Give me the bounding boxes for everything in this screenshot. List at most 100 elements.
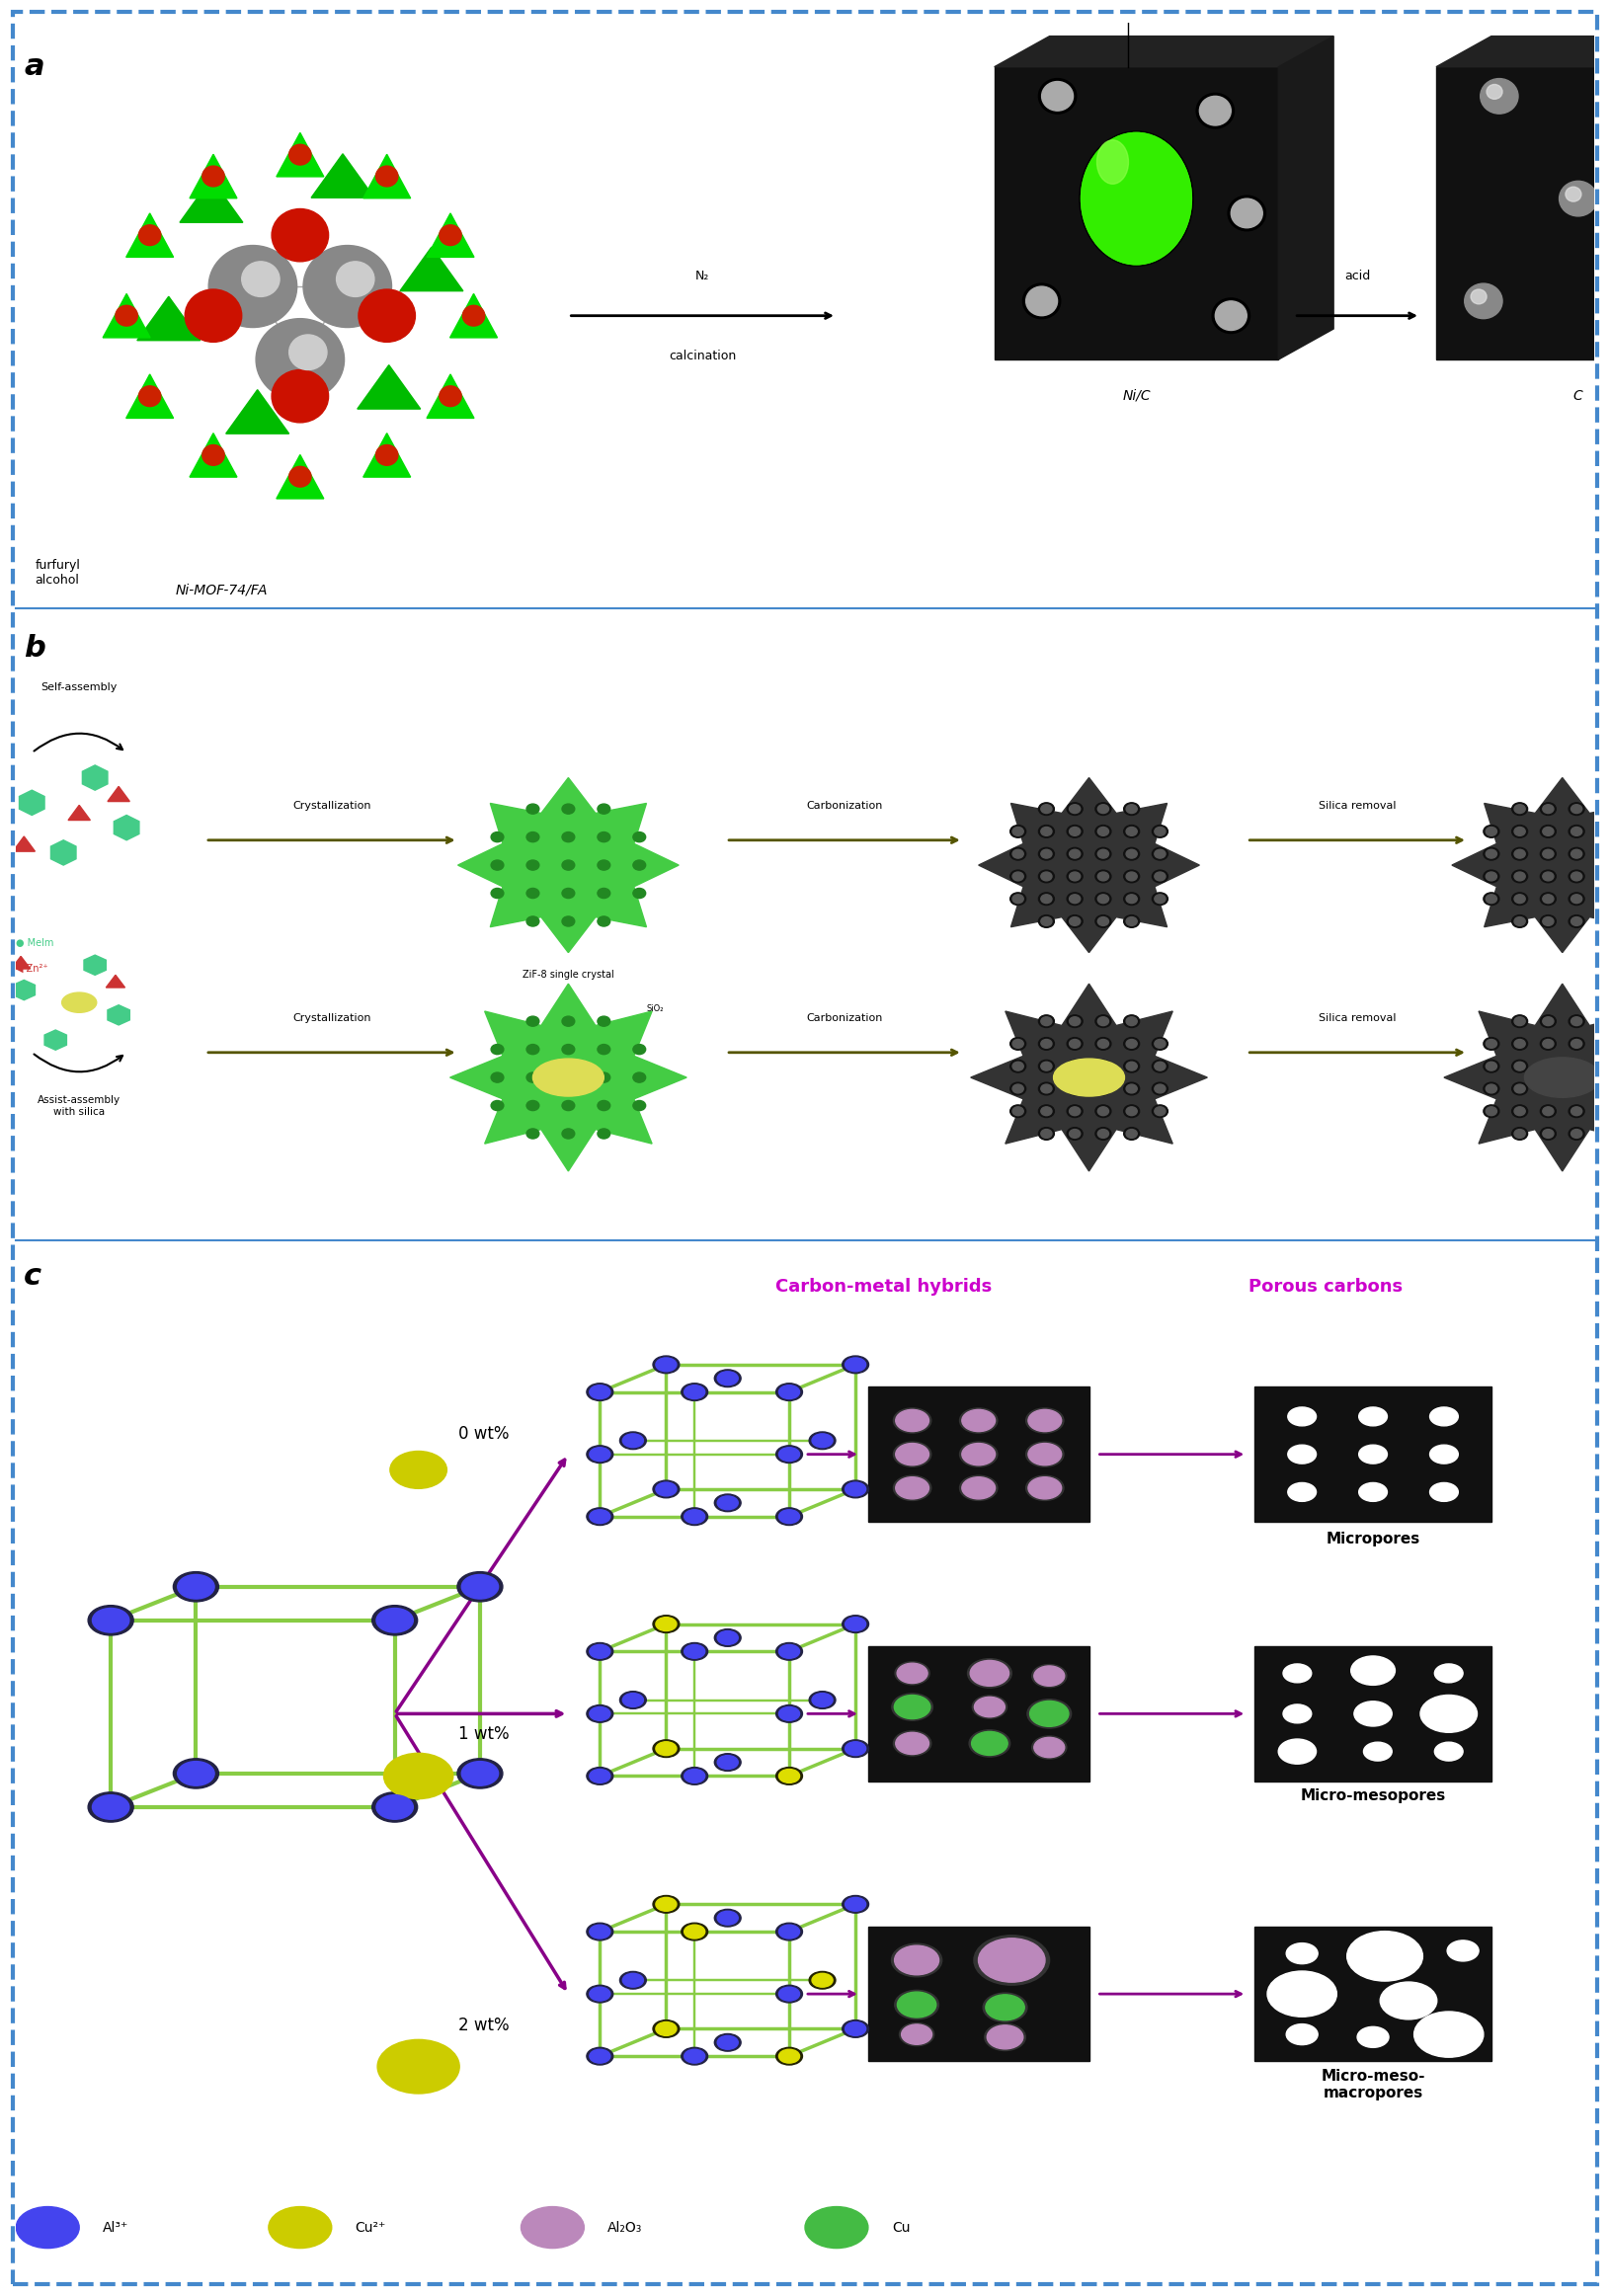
Circle shape (1515, 1017, 1525, 1026)
Circle shape (1515, 827, 1525, 836)
Circle shape (845, 2023, 866, 2037)
Circle shape (845, 1616, 866, 1630)
Circle shape (1512, 870, 1528, 882)
Circle shape (1042, 1017, 1051, 1026)
Polygon shape (190, 154, 237, 197)
Circle shape (597, 916, 610, 925)
Circle shape (1486, 850, 1497, 859)
Circle shape (1153, 1104, 1167, 1118)
Text: Carbonization: Carbonization (807, 1013, 882, 1024)
Circle shape (1486, 85, 1502, 99)
Circle shape (1124, 1127, 1140, 1139)
Circle shape (526, 1130, 539, 1139)
Circle shape (390, 1451, 448, 1488)
Circle shape (1125, 827, 1137, 836)
Circle shape (1009, 824, 1026, 838)
Polygon shape (84, 955, 106, 976)
Circle shape (985, 1995, 1024, 2020)
Text: N₂: N₂ (696, 269, 710, 282)
Polygon shape (399, 248, 464, 292)
Circle shape (1042, 850, 1051, 859)
Circle shape (1124, 847, 1140, 861)
Text: ◀ Zn²⁺: ◀ Zn²⁺ (16, 964, 48, 974)
Circle shape (1095, 804, 1111, 815)
Circle shape (1013, 1084, 1024, 1093)
Text: Micro-meso-
macropores: Micro-meso- macropores (1320, 2069, 1425, 2101)
Circle shape (1597, 870, 1610, 882)
Circle shape (1599, 1107, 1610, 1116)
Circle shape (491, 1045, 504, 1054)
Polygon shape (11, 957, 31, 969)
Circle shape (894, 1442, 931, 1467)
Text: Cu: Cu (892, 2220, 910, 2234)
Circle shape (526, 861, 539, 870)
Circle shape (1483, 1061, 1499, 1072)
Text: Silica removal: Silica removal (1319, 801, 1396, 810)
Circle shape (1568, 1104, 1584, 1118)
Circle shape (1067, 847, 1082, 861)
Circle shape (1038, 1127, 1055, 1139)
Circle shape (1541, 916, 1555, 928)
Circle shape (1098, 1061, 1109, 1070)
Circle shape (1599, 872, 1610, 882)
Circle shape (1515, 1040, 1525, 1047)
Circle shape (681, 2048, 708, 2064)
Circle shape (1067, 870, 1082, 882)
Circle shape (89, 1793, 134, 1823)
Circle shape (961, 1476, 995, 1499)
Circle shape (1026, 1476, 1064, 1502)
Text: Ni-MOF-74/FA: Ni-MOF-74/FA (175, 583, 267, 597)
Circle shape (491, 831, 504, 843)
Circle shape (375, 165, 398, 186)
Circle shape (900, 2023, 934, 2046)
Circle shape (842, 1481, 869, 1497)
Circle shape (655, 1357, 676, 1371)
Circle shape (562, 1130, 575, 1139)
Circle shape (979, 1938, 1045, 1981)
Circle shape (1597, 1127, 1610, 1139)
Circle shape (1038, 916, 1055, 928)
Polygon shape (427, 214, 473, 257)
Circle shape (1009, 1061, 1026, 1072)
Circle shape (1571, 827, 1583, 836)
Circle shape (1515, 1084, 1525, 1093)
Circle shape (1515, 872, 1525, 882)
Circle shape (842, 1896, 869, 1913)
Circle shape (655, 1483, 676, 1497)
Circle shape (895, 1410, 929, 1430)
Circle shape (1568, 1081, 1584, 1095)
Circle shape (1515, 916, 1525, 925)
Circle shape (895, 1662, 929, 1685)
Circle shape (1098, 1130, 1109, 1139)
Circle shape (562, 889, 575, 898)
Circle shape (1232, 197, 1262, 227)
Circle shape (597, 831, 610, 843)
Text: 0 wt%: 0 wt% (457, 1424, 509, 1442)
Circle shape (1435, 1665, 1463, 1683)
Circle shape (1009, 847, 1026, 861)
Circle shape (1069, 827, 1080, 836)
Circle shape (1042, 1084, 1051, 1093)
Circle shape (562, 1072, 575, 1081)
Circle shape (1486, 1040, 1497, 1047)
Circle shape (589, 2050, 610, 2064)
Circle shape (1357, 2027, 1389, 2048)
Circle shape (1069, 1017, 1080, 1026)
Circle shape (597, 861, 610, 870)
Ellipse shape (1096, 140, 1129, 184)
Circle shape (681, 1642, 708, 1660)
Circle shape (1542, 895, 1554, 902)
Circle shape (1435, 1743, 1463, 1761)
Circle shape (718, 1630, 737, 1644)
Polygon shape (277, 455, 324, 498)
Polygon shape (190, 434, 237, 478)
Circle shape (776, 2048, 802, 2064)
Circle shape (1571, 1107, 1583, 1116)
Circle shape (894, 1731, 931, 1756)
Circle shape (1098, 1084, 1109, 1093)
Circle shape (1542, 1130, 1554, 1139)
Polygon shape (106, 976, 126, 987)
Circle shape (1597, 1104, 1610, 1118)
Circle shape (894, 1694, 931, 1720)
Polygon shape (180, 179, 243, 223)
